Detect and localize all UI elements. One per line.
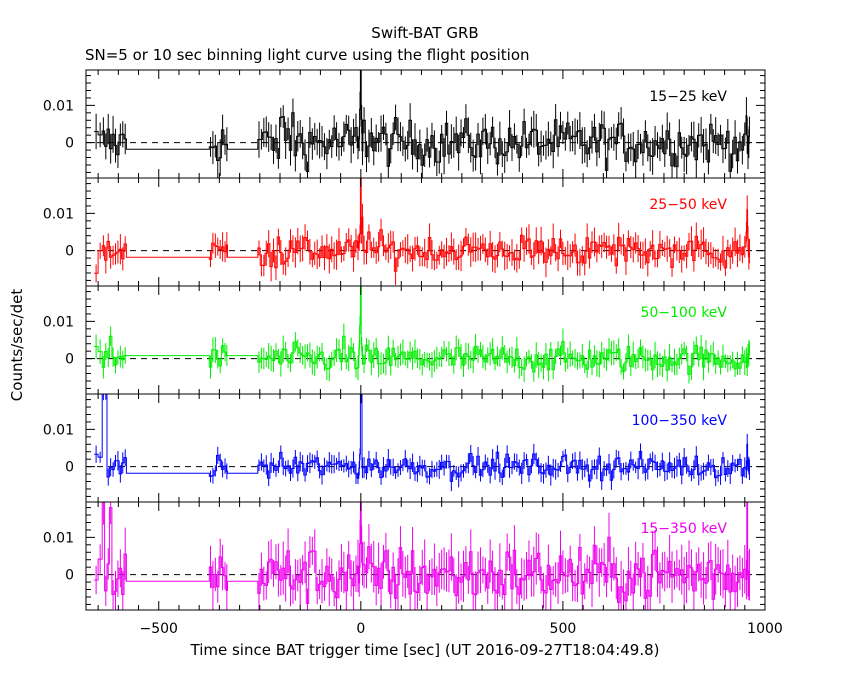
y-tick-label: 0.01 bbox=[43, 314, 74, 330]
y-tick-label: 0.01 bbox=[43, 98, 74, 114]
panel-energy-label: 15−350 keV bbox=[640, 521, 727, 537]
x-tick-label: 0 bbox=[356, 621, 365, 637]
x-tick-label: 1000 bbox=[747, 621, 783, 637]
chart-title: Swift-BAT GRB bbox=[371, 24, 478, 42]
panel-energy-label: 100−350 keV bbox=[632, 413, 728, 429]
y-tick-label: 0.01 bbox=[43, 422, 74, 438]
y-tick-label: 0.01 bbox=[43, 206, 74, 222]
panel-1: 0 0.01 15−25 keV bbox=[43, 69, 766, 179]
x-tick-label: 500 bbox=[550, 621, 577, 637]
panel-energy-label: 50−100 keV bbox=[640, 305, 727, 321]
y-axis-label: Counts/sec/det bbox=[8, 289, 26, 402]
y-tick-label: 0 bbox=[65, 244, 74, 260]
panel-energy-label: 15−25 keV bbox=[649, 89, 727, 105]
light-curve-step bbox=[94, 286, 750, 375]
y-tick-label: 0 bbox=[65, 136, 74, 152]
y-tick-label: 0 bbox=[65, 568, 74, 584]
panel-3: 0 0.01 50−100 keV bbox=[43, 285, 766, 395]
panels-group: 0 0.01 15−25 keV 0 0.01 25−50 keV 0 0.01 50−100 … bbox=[43, 69, 783, 637]
x-tick-label: −500 bbox=[140, 621, 178, 637]
panel-5: 0 0.01 15−350 keV bbox=[43, 501, 766, 611]
y-tick-label: 0 bbox=[65, 460, 74, 476]
panel-frame bbox=[85, 501, 766, 611]
panel-2: 0 0.01 25−50 keV bbox=[43, 177, 766, 287]
x-axis-label: Time since BAT trigger time [sec] (UT 20… bbox=[190, 641, 660, 659]
y-tick-label: 0 bbox=[65, 352, 74, 368]
y-tick-label: 0.01 bbox=[43, 530, 74, 546]
panel-energy-label: 25−50 keV bbox=[649, 197, 727, 213]
chart-subtitle: SN=5 or 10 sec binning light curve using… bbox=[85, 46, 530, 64]
